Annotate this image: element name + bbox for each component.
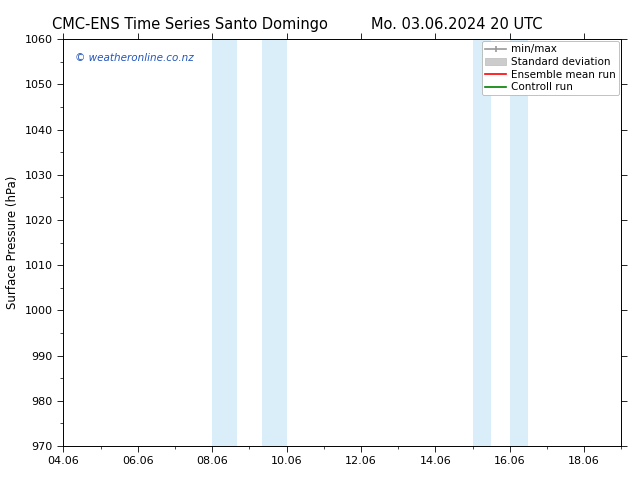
Legend: min/max, Standard deviation, Ensemble mean run, Controll run: min/max, Standard deviation, Ensemble me… <box>482 41 619 96</box>
Bar <box>510 39 528 446</box>
Text: © weatheronline.co.nz: © weatheronline.co.nz <box>75 53 193 63</box>
Bar <box>262 39 287 446</box>
Bar <box>212 39 237 446</box>
Bar <box>472 39 491 446</box>
Text: Mo. 03.06.2024 20 UTC: Mo. 03.06.2024 20 UTC <box>371 17 542 32</box>
Y-axis label: Surface Pressure (hPa): Surface Pressure (hPa) <box>6 176 19 309</box>
Text: CMC-ENS Time Series Santo Domingo: CMC-ENS Time Series Santo Domingo <box>52 17 328 32</box>
